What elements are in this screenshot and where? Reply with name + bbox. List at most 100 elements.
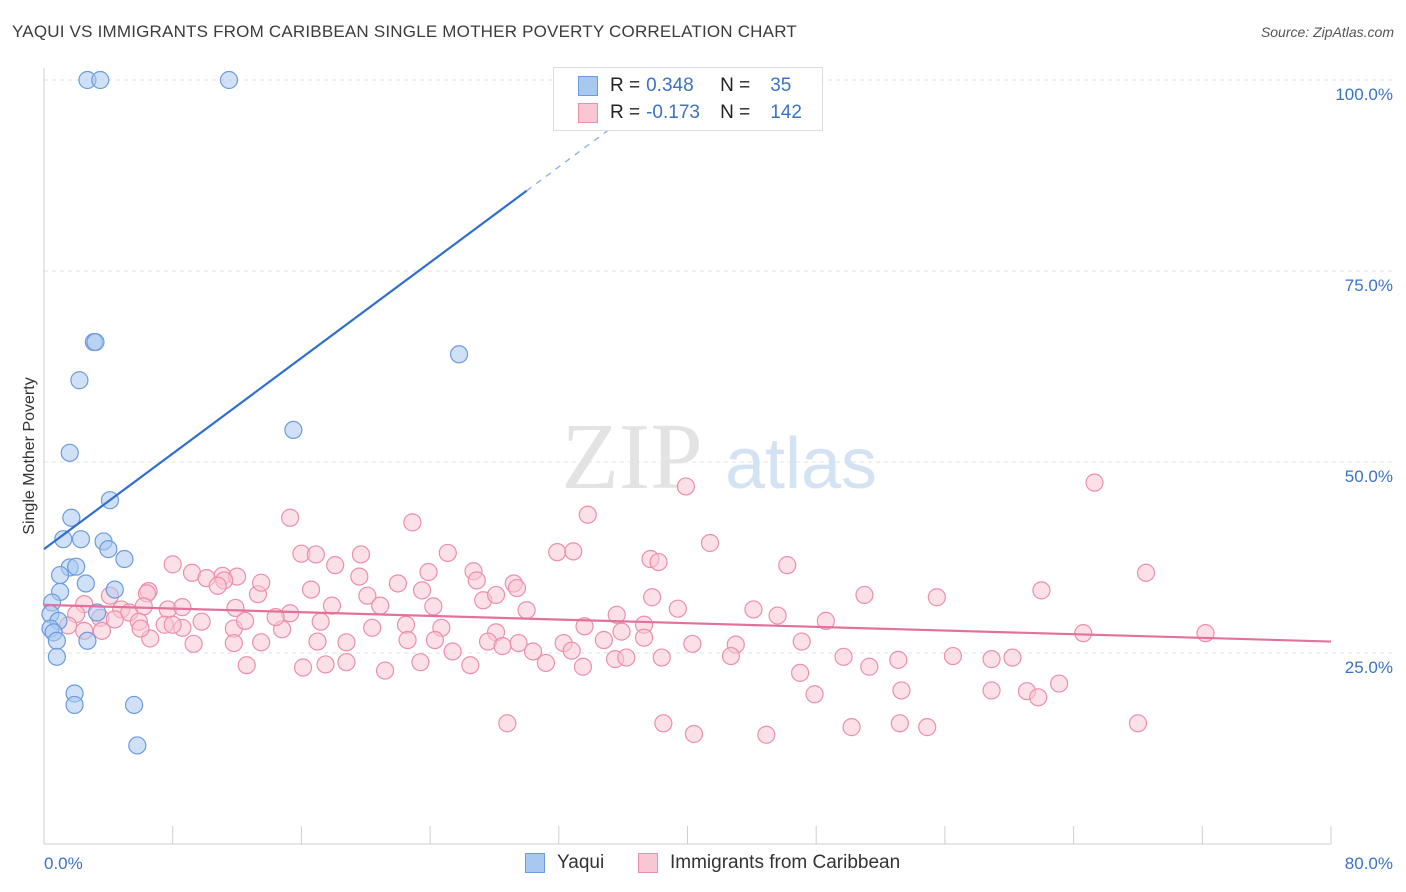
legend-row-yaqui: R = 0.348 N = 35 xyxy=(578,74,791,98)
data-point xyxy=(860,657,879,676)
data-point xyxy=(163,555,182,574)
data-point xyxy=(424,597,443,616)
data-point xyxy=(311,612,330,631)
data-point xyxy=(293,658,313,677)
data-point xyxy=(301,580,321,599)
legend-r-label: R = xyxy=(610,75,641,96)
data-point xyxy=(892,681,911,700)
data-point xyxy=(398,630,417,650)
data-point xyxy=(316,655,335,674)
data-point xyxy=(224,633,243,653)
data-point xyxy=(768,606,787,625)
tick-labels: 25.0% 50.0% 75.0% 100.0% 0.0% 80.0% xyxy=(44,85,1393,873)
data-point xyxy=(486,585,506,605)
data-point xyxy=(131,619,150,638)
data-point xyxy=(67,557,86,576)
data-point xyxy=(1074,624,1093,643)
data-point xyxy=(449,345,469,364)
data-point xyxy=(322,596,342,615)
watermark: ZIP atlas xyxy=(562,405,878,509)
data-point xyxy=(700,533,720,553)
series-legend: Yaqui Immigrants from Caribbean xyxy=(0,852,1406,876)
series-legend-immigrants[interactable]: Immigrants from Caribbean xyxy=(638,852,900,874)
legend-n-label: N = xyxy=(720,102,751,123)
data-point xyxy=(1029,688,1048,707)
data-point xyxy=(350,567,369,586)
trend-line-immigrants xyxy=(43,603,1332,643)
legend-n-value: 142 xyxy=(770,102,802,123)
series-yaqui-points xyxy=(41,70,469,755)
data-point xyxy=(54,530,73,549)
gridlines xyxy=(44,79,1392,654)
data-point xyxy=(192,612,211,631)
data-point xyxy=(219,70,239,90)
chart-title: YAQUI VS IMMIGRANTS FROM CARIBBEAN SINGL… xyxy=(12,22,797,41)
legend-swatch-yaqui xyxy=(578,76,598,96)
data-point xyxy=(78,631,97,650)
data-point xyxy=(337,633,356,652)
data-point xyxy=(128,736,147,755)
data-point xyxy=(461,656,480,675)
data-point xyxy=(396,615,416,634)
data-point xyxy=(982,650,1001,669)
legend-n-value: 35 xyxy=(770,75,792,96)
data-point xyxy=(498,714,517,733)
data-point xyxy=(684,724,704,744)
data-point xyxy=(1136,563,1156,582)
data-point xyxy=(419,562,438,582)
data-point xyxy=(816,611,835,631)
data-point xyxy=(778,556,797,575)
data-point xyxy=(564,542,583,561)
data-point xyxy=(47,647,66,666)
legend-n-label: N = xyxy=(720,75,751,96)
data-point xyxy=(358,586,377,605)
data-point xyxy=(70,371,89,390)
data-point xyxy=(654,714,673,733)
data-point xyxy=(184,634,203,653)
data-point xyxy=(536,653,556,673)
data-point xyxy=(562,641,581,660)
data-point xyxy=(252,573,271,592)
series-legend-label-immigrants: Immigrants from Caribbean xyxy=(670,852,901,873)
data-point xyxy=(890,714,909,733)
data-point xyxy=(438,543,457,563)
data-point xyxy=(173,598,192,617)
data-point xyxy=(363,618,382,637)
axes xyxy=(43,68,1332,845)
series-legend-swatch-immigrants xyxy=(638,853,658,873)
source-label: Source: ZipAtlas.com xyxy=(1260,24,1394,40)
data-point xyxy=(163,615,182,634)
data-point xyxy=(467,571,486,590)
data-point xyxy=(1085,473,1104,492)
data-point xyxy=(676,477,695,496)
data-point xyxy=(1032,581,1051,600)
y-tick-label: 25.0% xyxy=(1345,658,1393,677)
data-point xyxy=(683,634,702,653)
data-point xyxy=(411,653,430,672)
y-tick-label: 50.0% xyxy=(1345,467,1393,486)
data-point xyxy=(943,646,963,666)
series-legend-yaqui[interactable]: Yaqui xyxy=(525,852,604,874)
data-point xyxy=(523,642,543,661)
data-point xyxy=(226,598,245,618)
data-point xyxy=(105,610,124,629)
data-point xyxy=(805,685,824,704)
data-point xyxy=(266,607,285,627)
data-point xyxy=(721,646,741,666)
data-point xyxy=(607,605,626,624)
data-point xyxy=(927,588,946,607)
data-point xyxy=(1128,714,1148,733)
data-point xyxy=(668,599,687,618)
data-point xyxy=(791,663,810,682)
data-point xyxy=(306,545,325,564)
legend-r-label: R = xyxy=(610,102,641,123)
data-point xyxy=(649,552,668,572)
data-point xyxy=(71,530,91,549)
data-point xyxy=(425,630,445,650)
data-point xyxy=(60,443,79,462)
data-point xyxy=(842,718,861,737)
data-point xyxy=(281,508,300,527)
data-point xyxy=(1003,648,1022,667)
data-point xyxy=(208,576,227,595)
data-point xyxy=(517,601,536,620)
